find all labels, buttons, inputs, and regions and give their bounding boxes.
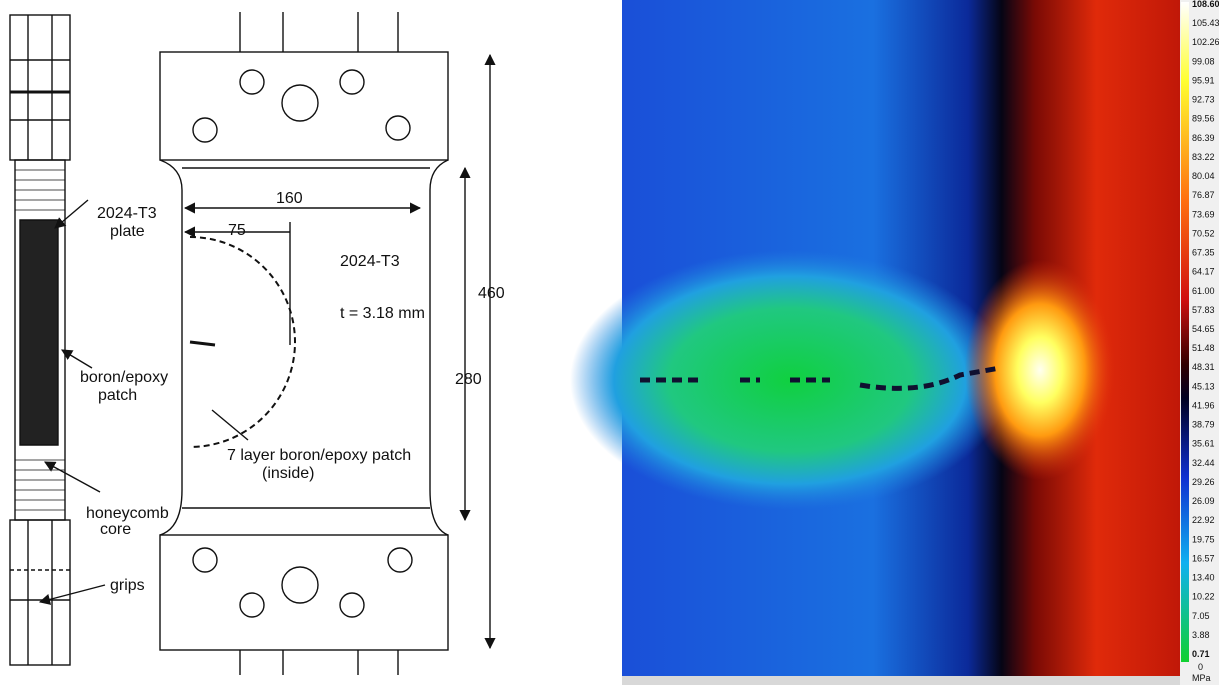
- label: core: [100, 521, 131, 538]
- colorbar-tick-label: 54.65: [1192, 324, 1215, 334]
- colorbar-tick-label: 41.96: [1192, 400, 1215, 410]
- specimen-diagram: 2024-T3 plate boron/epoxy patch honeycom…: [10, 12, 505, 675]
- dimension: 75: [228, 222, 246, 239]
- colorbar-scale: [1181, 2, 1189, 662]
- colorbar-tick-label: 99.08: [1192, 56, 1215, 66]
- colorbar-tick-label: 16.57: [1192, 553, 1215, 563]
- colorbar-tick-label: 108.60: [1192, 0, 1219, 9]
- label: 2024-T3: [97, 205, 157, 222]
- bottom-grip: [160, 535, 448, 650]
- label: patch: [98, 387, 137, 404]
- top-grip: [160, 52, 448, 160]
- colorbar-tick-label: 105.43: [1192, 18, 1219, 28]
- colorbar-tick-label: 73.69: [1192, 209, 1215, 219]
- colorbar-tick-label: 86.39: [1192, 133, 1215, 143]
- colorbar-tick-label: 80.04: [1192, 171, 1215, 181]
- colorbar-tick-label: 19.75: [1192, 534, 1215, 544]
- colorbar-tick-label: 26.09: [1192, 496, 1215, 506]
- patch-outline: [190, 237, 295, 447]
- colorbar: 0 MPa 108.60 105.43 102.26 99.08 95.91 92.73 8…: [1180, 0, 1219, 685]
- label: boron/epoxy: [80, 369, 168, 386]
- colorbar-tick-label: 51.48: [1192, 343, 1215, 353]
- label: plate: [110, 223, 145, 240]
- label: 7 layer boron/epoxy patch: [227, 447, 411, 464]
- label: grips: [110, 577, 145, 594]
- colorbar-tick-label: 13.40: [1192, 573, 1215, 583]
- colorbar-tick-label: 83.22: [1192, 152, 1215, 162]
- stress-map: 0 MPa 108.60 105.43 102.26 99.08 95.91 92.73 8…: [570, 0, 1219, 685]
- colorbar-tick-label: 89.56: [1192, 114, 1215, 124]
- colorbar-tick-label: 57.83: [1192, 305, 1215, 315]
- colorbar-tick-label: 22.92: [1192, 515, 1215, 525]
- colorbar-tick-label: 102.26: [1192, 37, 1219, 47]
- dimension: 280: [455, 371, 482, 388]
- dimension: 160: [276, 190, 303, 207]
- colorbar-tick-label: 35.61: [1192, 439, 1215, 449]
- colorbar-tick-label: 0.71: [1192, 649, 1210, 659]
- colorbar-tick-label: 76.87: [1192, 190, 1215, 200]
- side-grip: [10, 15, 70, 160]
- colorbar-tick-label: 67.35: [1192, 248, 1215, 258]
- label: 2024-T3: [340, 253, 400, 270]
- label: t = 3.18 mm: [340, 305, 425, 322]
- colorbar-tick-label: 10.22: [1192, 592, 1215, 602]
- colorbar-tick-label: 64.17: [1192, 267, 1215, 277]
- colorbar-tick-label: 48.31: [1192, 362, 1215, 372]
- colorbar-unit: MPa: [1192, 673, 1211, 683]
- colorbar-tick-label: 61.00: [1192, 286, 1215, 296]
- side-patch: [20, 220, 58, 445]
- label: (inside): [262, 465, 314, 482]
- colorbar-tick-label: 45.13: [1192, 381, 1215, 391]
- dimension: 460: [478, 285, 505, 302]
- colorbar-tick-label: 70.52: [1192, 228, 1215, 238]
- figure: 2024-T3 plate boron/epoxy patch honeycom…: [0, 0, 1219, 685]
- colorbar-zero: 0: [1198, 662, 1203, 672]
- label: honeycomb: [86, 505, 169, 522]
- colorbar-tick-label: 7.05: [1192, 611, 1210, 621]
- colorbar-tick-label: 92.73: [1192, 95, 1215, 105]
- colorbar-tick-label: 3.88: [1192, 630, 1210, 640]
- colorbar-tick-label: 95.91: [1192, 75, 1215, 85]
- colorbar-tick-label: 29.26: [1192, 477, 1215, 487]
- colorbar-tick-label: 32.44: [1192, 458, 1215, 468]
- colorbar-tick-label: 38.79: [1192, 420, 1215, 430]
- side-grip: [10, 520, 70, 665]
